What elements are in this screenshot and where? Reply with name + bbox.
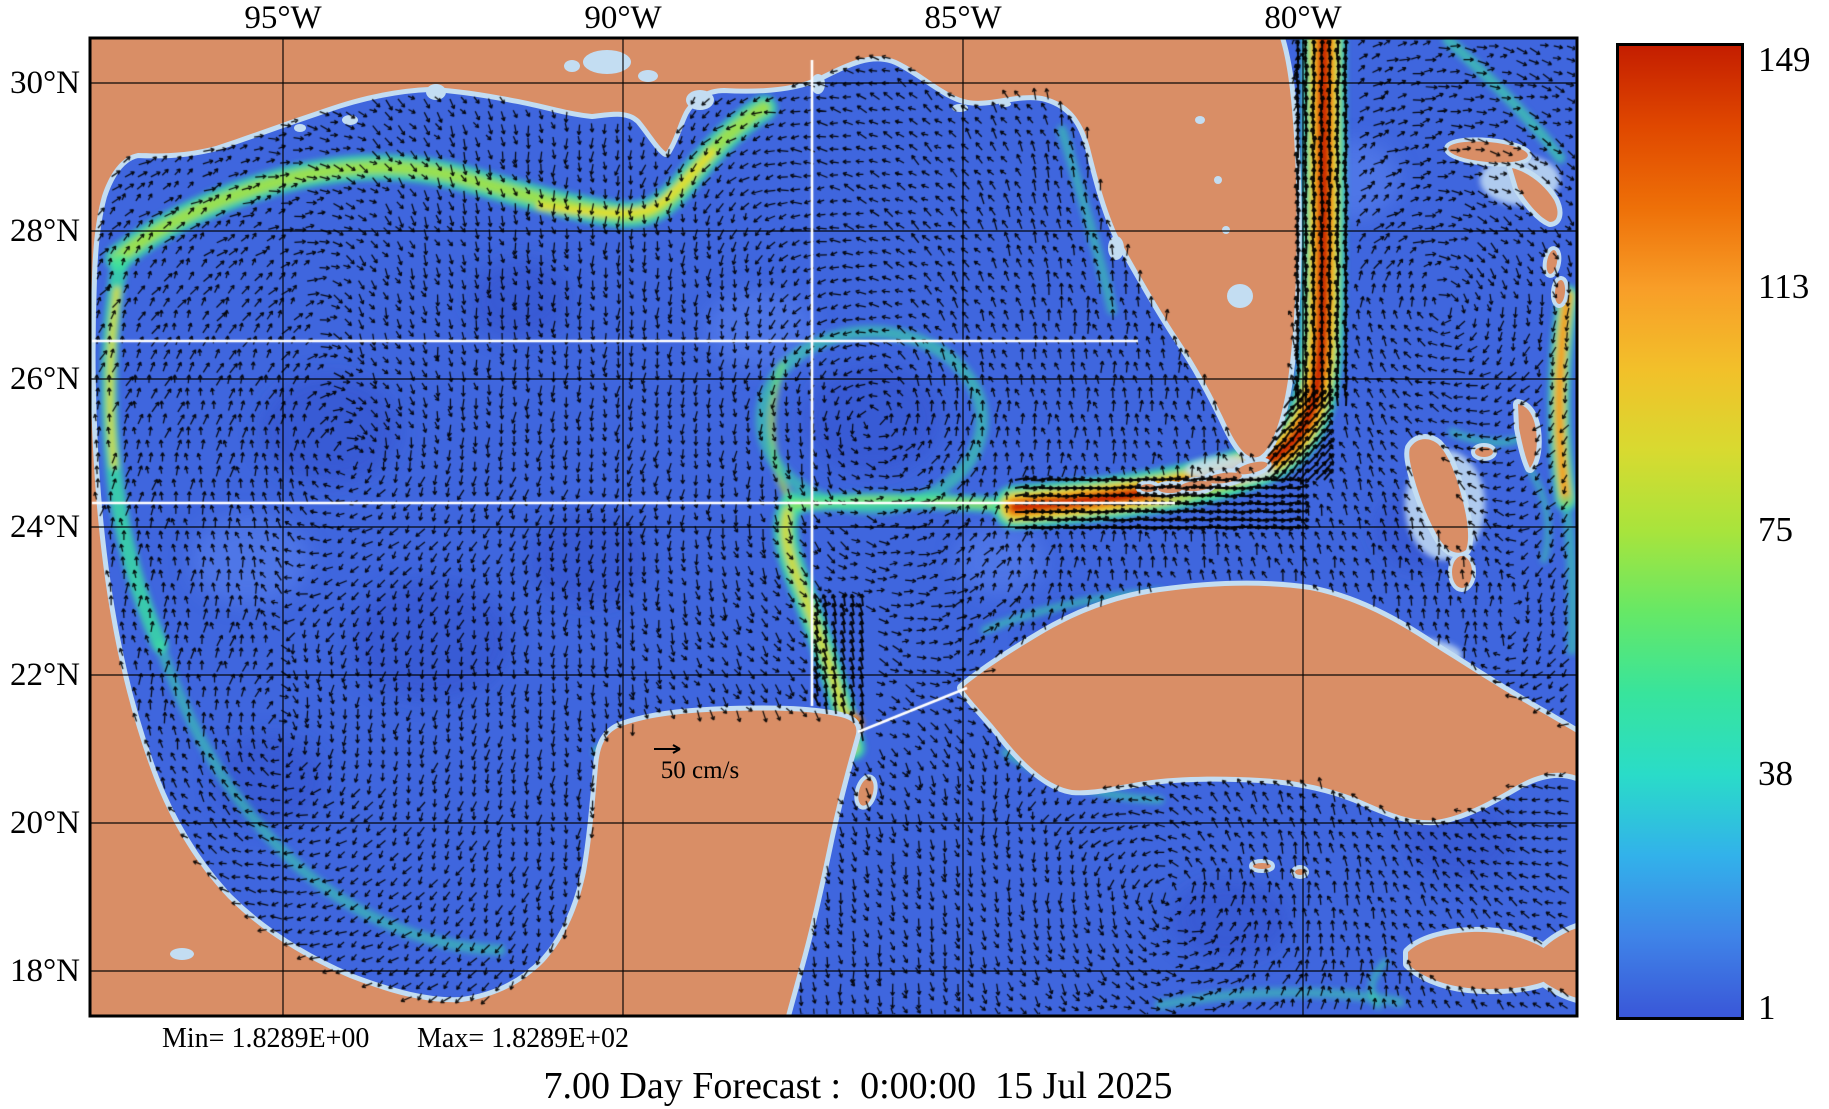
lon-tick-85w: 85°W bbox=[924, 0, 1002, 36]
colorbar-tick-113: 113 bbox=[1758, 267, 1810, 306]
colorbar-tick-149: 149 bbox=[1758, 40, 1811, 79]
colorbar-tick-38: 38 bbox=[1758, 754, 1793, 793]
lon-tick-90w: 90°W bbox=[584, 0, 662, 36]
lat-tick-18n: 18°N bbox=[9, 953, 80, 989]
lat-tick-30n: 30°N bbox=[9, 65, 80, 101]
lat-tick-20n: 20°N bbox=[9, 805, 80, 841]
lat-tick-24n: 24°N bbox=[9, 509, 80, 545]
colorbar-tick-1: 1 bbox=[1758, 988, 1776, 1027]
colorbar-gradient bbox=[1619, 46, 1741, 1017]
colorbar-tick-75: 75 bbox=[1758, 510, 1793, 549]
lat-tick-28n: 28°N bbox=[9, 213, 80, 249]
lon-tick-80w: 80°W bbox=[1264, 0, 1342, 36]
max-value-label: Max= 1.8289E+02 bbox=[417, 1023, 630, 1054]
scale-reference-label: 50 cm/s bbox=[660, 757, 740, 784]
colorbar bbox=[1616, 43, 1744, 1020]
figure-title: 7.00 Day Forecast : 0:00:00 15 Jul 2025 bbox=[543, 1065, 1173, 1107]
min-value-label: Min= 1.8289E+00 bbox=[162, 1023, 370, 1054]
lat-tick-22n: 22°N bbox=[9, 657, 80, 693]
lat-tick-26n: 26°N bbox=[9, 361, 80, 397]
lon-tick-95w: 95°W bbox=[244, 0, 322, 36]
